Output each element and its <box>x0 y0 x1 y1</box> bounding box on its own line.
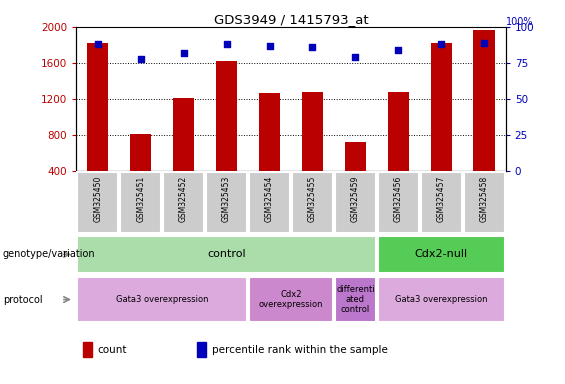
Point <box>179 50 188 56</box>
Bar <box>163 172 204 233</box>
Text: GSM325450: GSM325450 <box>93 176 102 222</box>
Text: differenti
ated
control: differenti ated control <box>336 285 375 314</box>
Bar <box>464 172 505 233</box>
Bar <box>421 172 462 233</box>
Bar <box>173 98 194 171</box>
Bar <box>259 93 280 171</box>
Bar <box>206 172 247 233</box>
Bar <box>216 61 237 171</box>
Bar <box>197 343 206 358</box>
Point <box>394 47 403 53</box>
Bar <box>345 142 366 171</box>
Text: GSM325453: GSM325453 <box>222 176 231 222</box>
Bar <box>302 92 323 171</box>
Bar <box>378 172 419 233</box>
Text: genotype/variation: genotype/variation <box>3 249 95 260</box>
Bar <box>77 276 247 323</box>
Bar <box>335 276 376 323</box>
Bar <box>378 276 505 323</box>
Bar <box>249 172 290 233</box>
Text: percentile rank within the sample: percentile rank within the sample <box>211 345 388 355</box>
Point <box>136 55 145 61</box>
Bar <box>87 43 108 171</box>
Text: Gata3 overexpression: Gata3 overexpression <box>116 295 208 304</box>
Bar <box>77 236 376 273</box>
Text: 100%: 100% <box>506 17 533 27</box>
Text: count: count <box>98 345 127 355</box>
Text: Gata3 overexpression: Gata3 overexpression <box>395 295 488 304</box>
Text: Cdx2
overexpression: Cdx2 overexpression <box>259 290 323 309</box>
Point <box>351 54 360 60</box>
Bar <box>292 172 333 233</box>
Text: GSM325454: GSM325454 <box>265 176 274 222</box>
Text: protocol: protocol <box>3 295 42 305</box>
Point <box>437 41 446 47</box>
Title: GDS3949 / 1415793_at: GDS3949 / 1415793_at <box>214 13 368 26</box>
Text: GSM325452: GSM325452 <box>179 176 188 222</box>
Bar <box>378 236 505 273</box>
Text: GSM325455: GSM325455 <box>308 176 317 222</box>
Point <box>480 40 489 46</box>
Bar <box>130 134 151 171</box>
Bar <box>431 43 452 171</box>
Text: GSM325457: GSM325457 <box>437 176 446 222</box>
Text: GSM325456: GSM325456 <box>394 176 403 222</box>
Point <box>93 41 102 47</box>
Bar <box>82 343 92 358</box>
Bar <box>388 92 409 171</box>
Text: GSM325459: GSM325459 <box>351 176 360 222</box>
Bar <box>473 30 495 171</box>
Text: Cdx2-null: Cdx2-null <box>415 249 468 260</box>
Point <box>222 41 231 47</box>
Bar <box>77 172 118 233</box>
Bar <box>120 172 161 233</box>
Point <box>265 43 274 49</box>
Point <box>308 44 317 50</box>
Text: GSM325451: GSM325451 <box>136 176 145 222</box>
Text: GSM325458: GSM325458 <box>480 176 489 222</box>
Text: control: control <box>207 249 246 260</box>
Bar <box>335 172 376 233</box>
Bar <box>249 276 333 323</box>
